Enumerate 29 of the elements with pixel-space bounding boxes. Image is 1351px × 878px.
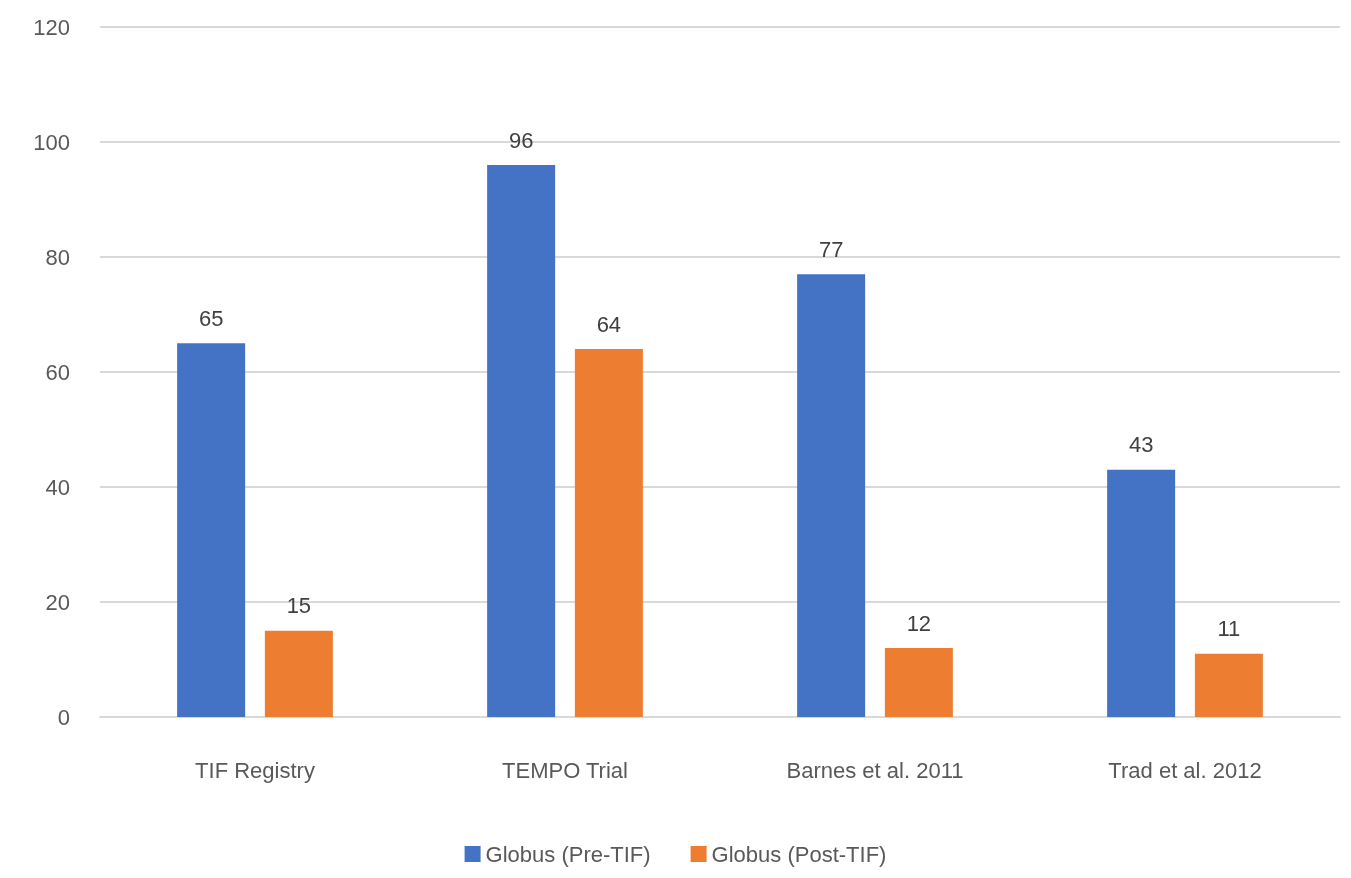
data-label: 15 xyxy=(286,593,312,619)
y-tick-label: 20 xyxy=(45,589,70,615)
bar xyxy=(1107,469,1176,717)
y-tick-label: 120 xyxy=(33,14,70,40)
x-tick-label: Barnes et al. 2011 xyxy=(786,757,964,783)
legend-label: Globus (Pre-TIF) xyxy=(485,841,651,867)
data-label: 96 xyxy=(508,127,534,153)
data-label: 12 xyxy=(906,610,932,636)
x-tick-label: Trad et al. 2012 xyxy=(1108,757,1262,783)
bar xyxy=(574,349,643,717)
bar xyxy=(264,630,333,717)
legend-label: Globus (Post-TIF) xyxy=(711,841,887,867)
bar xyxy=(797,274,866,717)
bar xyxy=(884,648,953,717)
y-tick-label: 40 xyxy=(45,474,70,500)
x-tick-label: TIF Registry xyxy=(195,757,315,783)
bar xyxy=(1194,653,1263,717)
data-label: 64 xyxy=(596,311,622,337)
data-label: 65 xyxy=(198,305,224,331)
y-tick-label: 80 xyxy=(45,244,70,270)
y-tick-label: 100 xyxy=(33,129,70,155)
x-tick-label: TEMPO Trial xyxy=(502,757,628,783)
bar xyxy=(487,165,556,717)
data-label: 11 xyxy=(1217,616,1241,642)
bar xyxy=(177,343,246,717)
data-label: 43 xyxy=(1128,432,1154,458)
y-tick-label: 0 xyxy=(57,704,70,730)
y-tick-label: 60 xyxy=(45,359,70,385)
data-label: 77 xyxy=(818,236,844,262)
